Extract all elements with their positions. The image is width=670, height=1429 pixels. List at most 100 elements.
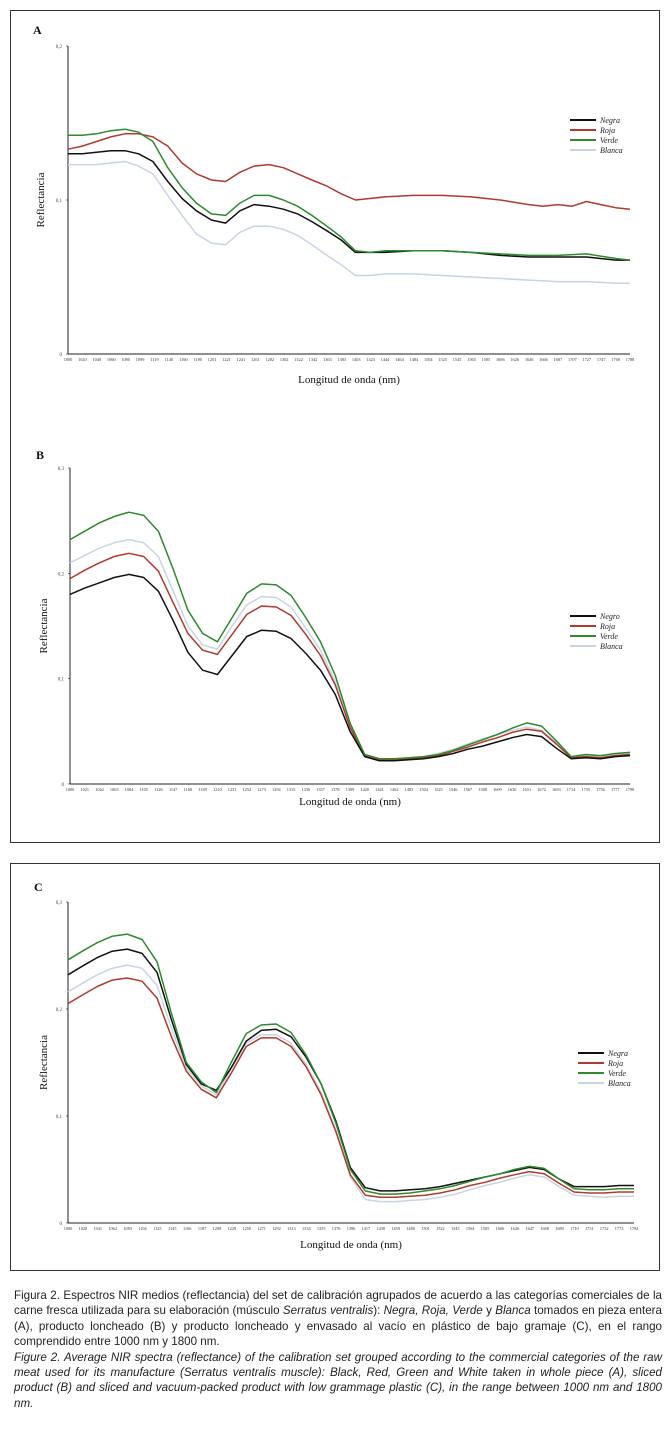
y-axis-title: Reflectancia xyxy=(38,598,50,653)
x-tick-label: 1125 xyxy=(153,1226,161,1231)
x-tick-label: 1399 xyxy=(346,787,355,792)
series-line-blanca xyxy=(67,964,634,1203)
x-tick-label: 1565 xyxy=(467,357,476,362)
panel-letter-a: A xyxy=(33,23,42,37)
y-tick-label: 0,1 xyxy=(56,199,63,204)
x-tick-label: 1273 xyxy=(257,787,266,792)
chart-canvas: A 0 0,1 0,2 1000 1020 1040 1060 1080 1099 1119 1140… xyxy=(33,23,639,1251)
series-line-verde xyxy=(67,933,634,1195)
x-tick-label: 1189 xyxy=(198,787,206,792)
x-tick-label: 1651 xyxy=(523,787,532,792)
x-tick-label: 1585 xyxy=(482,357,491,362)
x-tick-label: 1567 xyxy=(464,787,473,792)
y-tick-label: 0 xyxy=(62,783,65,788)
x-tick-label: 1041 xyxy=(93,1226,102,1231)
x-tick-label: 1693 xyxy=(552,787,561,792)
x-tick-label: 1126 xyxy=(154,787,163,792)
x-tick-label: 1040 xyxy=(93,357,102,362)
x-tick-label: 1261 xyxy=(251,357,260,362)
x-tick-label: 1396 xyxy=(347,1226,356,1231)
caption-es-names: Negra, Roja, Verde xyxy=(383,1304,483,1318)
x-tick-label: 1756 xyxy=(596,787,605,792)
x-tick-label: 1501 xyxy=(421,1226,430,1231)
caption-es-blanca: Blanca xyxy=(495,1304,531,1318)
x-tick-label: 1084 xyxy=(125,787,134,792)
x-tick-label: 1777 xyxy=(611,787,620,792)
y-tick-label: 0,2 xyxy=(56,1008,63,1013)
x-tick-label: 1166 xyxy=(183,1226,192,1231)
series-line-verde xyxy=(68,128,631,261)
x-tick-label: 1444 xyxy=(381,357,390,362)
x-tick-label: 1403 xyxy=(352,357,361,362)
caption-spanish: Figura 2. Espectros NIR medios (reflecta… xyxy=(14,1288,662,1350)
x-tick-label: 1221 xyxy=(222,357,231,362)
caption-es-part1: Figura 2. Espectros NIR medios (reflecta… xyxy=(14,1289,662,1318)
x-tick-label: 1210 xyxy=(213,787,222,792)
x-tick-label: 1752 xyxy=(600,1226,609,1231)
x-tick-label: 1104 xyxy=(138,1226,147,1231)
x-tick-label: 1668 xyxy=(540,1226,549,1231)
x-tick-label: 1099 xyxy=(136,357,145,362)
x-tick-label: 1689 xyxy=(555,1226,564,1231)
legend-label-verde: Verde xyxy=(600,632,618,641)
x-tick-label: 1525 xyxy=(434,787,443,792)
x-tick-label: 1063 xyxy=(110,787,119,792)
x-tick-label: 1464 xyxy=(395,357,404,362)
x-tick-label: 1545 xyxy=(453,357,462,362)
legend-label-negra: Negra xyxy=(599,116,620,125)
x-tick-label: 1504 xyxy=(419,787,428,792)
x-tick-label: 1687 xyxy=(554,357,563,362)
caption-es-part2: ): xyxy=(373,1304,384,1318)
x-tick-label: 1342 xyxy=(309,357,318,362)
x-tick-label: 1543 xyxy=(451,1226,460,1231)
x-tick-label: 1315 xyxy=(287,787,296,792)
legend-label-verde: Verde xyxy=(608,1069,626,1078)
y-tick-label: 0,1 xyxy=(56,1115,63,1120)
x-tick-label: 1363 xyxy=(323,357,332,362)
legend-label-roja: Roja xyxy=(599,126,615,135)
x-tick-label: 1609 xyxy=(493,787,502,792)
y-tick-label: 0,3 xyxy=(56,901,63,906)
x-tick-label: 1714 xyxy=(567,787,576,792)
x-tick-label: 1666 xyxy=(539,357,548,362)
x-tick-label: 1000 xyxy=(64,1226,73,1231)
x-tick-label: 1441 xyxy=(375,787,384,792)
x-tick-label: 1794 xyxy=(630,1226,639,1231)
x-tick-label: 1376 xyxy=(332,1226,341,1231)
x-tick-label: 1504 xyxy=(424,357,433,362)
x-tick-label: 1438 xyxy=(376,1226,385,1231)
x-tick-label: 1735 xyxy=(581,787,590,792)
x-tick-label: 1140 xyxy=(165,357,173,362)
panel-letter-b: B xyxy=(36,448,44,462)
caption-es-part4: tomados en pieza entera (A), producto lo… xyxy=(14,1304,662,1349)
x-tick-label: 1080 xyxy=(121,357,130,362)
x-tick-label: 1798 xyxy=(626,787,635,792)
x-tick-label: 1727 xyxy=(582,357,591,362)
x-axis-title: Longitud de onda (nm) xyxy=(299,796,401,808)
legend-label-roja: Roja xyxy=(599,622,615,631)
x-tick-label: 1292 xyxy=(272,1226,281,1231)
x-tick-label: 1630 xyxy=(508,787,517,792)
x-tick-label: 1646 xyxy=(525,357,534,362)
x-tick-label: 1383 xyxy=(337,357,346,362)
x-tick-label: 1231 xyxy=(228,787,237,792)
x-tick-label: 1606 xyxy=(496,357,505,362)
legend-label-roja: Roja xyxy=(607,1059,623,1068)
x-tick-label: 1747 xyxy=(597,357,606,362)
x-tick-label: 1147 xyxy=(169,787,178,792)
x-tick-label: 1525 xyxy=(438,357,447,362)
series-line-roja xyxy=(69,552,631,761)
x-tick-label: 1378 xyxy=(331,787,340,792)
x-tick-label: 1483 xyxy=(405,787,414,792)
x-tick-label: 1180 xyxy=(193,357,201,362)
x-tick-label: 1252 xyxy=(243,787,252,792)
x-tick-label: 1585 xyxy=(481,1226,490,1231)
x-tick-label: 1626 xyxy=(510,357,519,362)
y-tick-label: 0,2 xyxy=(58,572,65,577)
x-tick-label: 1546 xyxy=(449,787,458,792)
x-tick-label: 1322 xyxy=(294,357,303,362)
x-tick-label: 1021 xyxy=(80,787,89,792)
x-tick-label: 1480 xyxy=(406,1226,415,1231)
series-line-verde xyxy=(69,511,631,760)
x-tick-label: 1459 xyxy=(391,1226,400,1231)
